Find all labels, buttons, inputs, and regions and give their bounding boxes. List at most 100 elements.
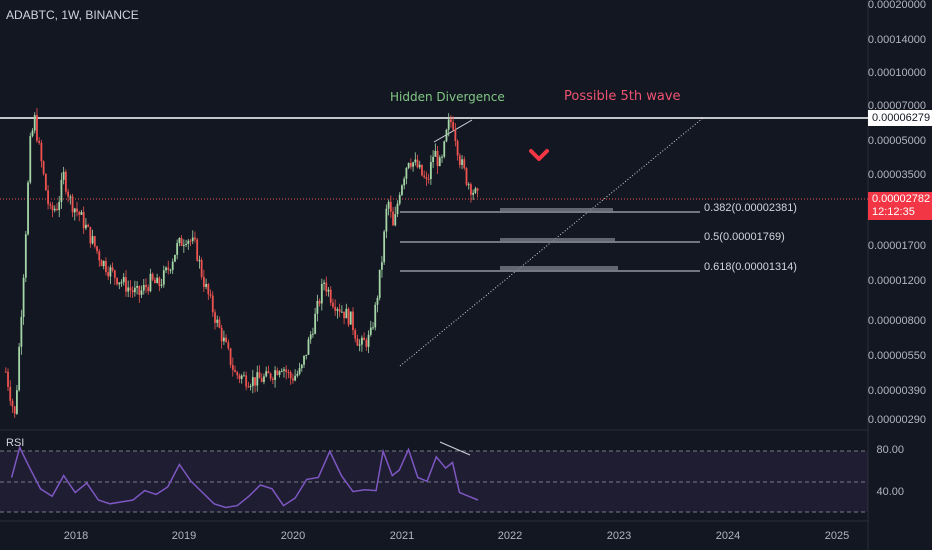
candle-body (198, 260, 201, 262)
candle-body (67, 191, 70, 197)
candle-body (49, 204, 52, 206)
price-tick: 0.00007000 (867, 100, 926, 112)
candle-body (109, 267, 112, 277)
candle-body (11, 400, 14, 407)
candle-body (154, 279, 156, 284)
price-tick: 0.00000550 (867, 350, 926, 362)
candle-body (447, 119, 450, 130)
candle-body (98, 251, 101, 261)
candle-body (407, 162, 410, 168)
price-tick: 0.00000390 (867, 385, 926, 397)
candle-body (267, 371, 270, 374)
current-price-value: 0.00002782 (872, 193, 931, 205)
candle-body (445, 129, 448, 142)
candle-body (87, 224, 90, 227)
candle-body (474, 188, 477, 193)
candle-body (452, 121, 455, 130)
candle-body (160, 284, 163, 286)
rsi-tick: 80.00 (876, 444, 904, 456)
candle-body (263, 376, 265, 382)
candle-body (285, 369, 288, 373)
chevron-down-icon (529, 149, 549, 161)
rsi-line (10, 445, 479, 509)
candle-body (381, 262, 383, 270)
candle-body (111, 267, 114, 271)
candle-body (216, 319, 219, 323)
candle-body (349, 311, 352, 325)
price-tick: 0.00001700 (867, 240, 926, 252)
candle-body (298, 368, 301, 374)
candle-body (309, 334, 312, 340)
fib-label-0618: 0.618(0.00001314) (704, 261, 797, 273)
candle-body (421, 164, 423, 176)
candle-body (271, 378, 274, 381)
candle-body (76, 208, 78, 212)
candle-body (336, 309, 339, 311)
candle-body (316, 300, 319, 314)
candle-body (182, 244, 185, 246)
candle-body (340, 311, 343, 313)
chart-title: ADABTC, 1W, BINANCE (6, 8, 139, 22)
candle-body (416, 159, 419, 168)
candle-body (191, 237, 194, 241)
candle-body (149, 273, 152, 292)
candle-body (167, 267, 170, 270)
candle-body (318, 300, 321, 304)
candle-body (178, 238, 181, 244)
divergence-line-price[interactable] (433, 119, 473, 143)
candle-body (276, 370, 279, 375)
candle-body (156, 277, 159, 284)
candle-body (387, 201, 390, 209)
candle-body (73, 208, 76, 213)
candle-body (171, 261, 174, 270)
candle-body (456, 140, 459, 156)
candle-body (441, 156, 443, 158)
candle-body (249, 386, 252, 388)
candle-body (227, 342, 230, 349)
candle-body (356, 338, 359, 346)
candle-body (343, 311, 345, 319)
candle-body (151, 273, 154, 280)
candle-body (307, 339, 310, 355)
candle-body (176, 243, 179, 255)
candle-body (394, 214, 397, 226)
rsi-tick: 40.00 (876, 486, 904, 498)
candle-body (392, 211, 394, 226)
bar-countdown: 12:12:35 (872, 206, 915, 218)
candle-body (450, 119, 452, 122)
candle-body (127, 287, 130, 292)
target-zone-2 (500, 238, 615, 243)
candle-body (211, 295, 214, 313)
candle-body (443, 141, 446, 157)
candle-body (398, 194, 401, 204)
candle-body (56, 208, 58, 211)
candle-body (247, 386, 250, 388)
candle-body (82, 211, 85, 229)
candle-body (58, 201, 61, 211)
candle-body (200, 260, 203, 277)
candle-body (40, 142, 43, 162)
candle-body (229, 348, 232, 365)
candle-body (64, 171, 67, 192)
time-tick: 2022 (497, 530, 523, 542)
candle-body (116, 277, 118, 285)
candle-body (289, 372, 292, 379)
time-tick: 2024 (715, 530, 741, 542)
candle-body (22, 277, 25, 317)
candle-body (278, 371, 281, 375)
candle-body (209, 294, 212, 296)
candle-body (169, 269, 172, 271)
candle-body (113, 270, 116, 278)
candle-body (256, 372, 259, 386)
candle-body (245, 375, 248, 387)
candle-body (38, 140, 41, 143)
divergence-line-rsi[interactable] (439, 441, 471, 456)
candle-body (142, 284, 145, 291)
candle-body (80, 211, 83, 215)
candle-body (338, 309, 341, 312)
candle-body (354, 330, 357, 339)
candle-body (476, 188, 479, 191)
price-tick: 0.00005000 (867, 135, 926, 147)
candle-body (100, 260, 103, 267)
